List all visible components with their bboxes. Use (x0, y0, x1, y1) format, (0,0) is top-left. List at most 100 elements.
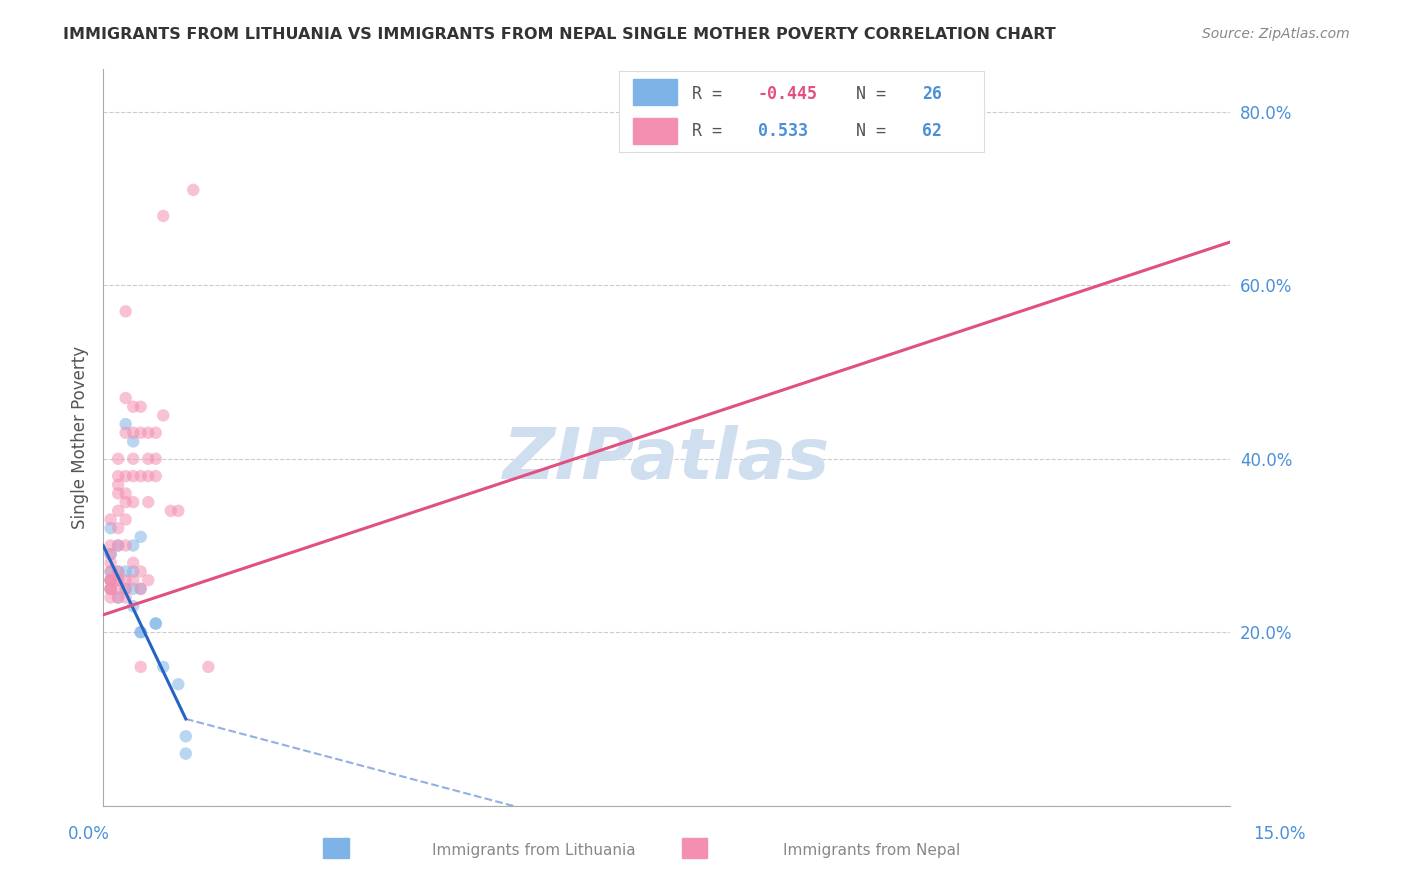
Point (145, 616, 167, 631)
Point (129, 660, 152, 674)
Point (100, 573, 122, 587)
Point (122, 451, 145, 466)
Point (107, 477, 129, 491)
Text: 62: 62 (922, 122, 942, 140)
Point (114, 582, 136, 596)
Point (100, 512, 122, 526)
Point (122, 565, 145, 579)
Text: N =: N = (856, 85, 896, 103)
Point (129, 469, 152, 483)
Point (114, 512, 136, 526)
Point (122, 582, 145, 596)
Point (107, 521, 129, 535)
Point (100, 565, 122, 579)
Point (100, 556, 122, 570)
Point (114, 391, 136, 405)
Point (107, 539, 129, 553)
Point (114, 425, 136, 440)
Point (107, 565, 129, 579)
Point (122, 599, 145, 614)
Point (129, 582, 152, 596)
Point (100, 547, 122, 561)
Bar (633, 118, 678, 144)
Point (152, 660, 174, 674)
Point (136, 451, 159, 466)
Point (122, 400, 145, 414)
Point (107, 591, 129, 605)
Point (129, 582, 152, 596)
Point (107, 504, 129, 518)
Point (107, 591, 129, 605)
Y-axis label: Single Mother Poverty: Single Mother Poverty (72, 345, 89, 529)
Point (107, 451, 129, 466)
Point (152, 209, 174, 223)
Point (122, 556, 145, 570)
Point (107, 573, 129, 587)
Point (100, 582, 122, 596)
Point (114, 539, 136, 553)
Point (107, 469, 129, 483)
Point (114, 573, 136, 587)
Point (129, 565, 152, 579)
Point (136, 469, 159, 483)
Point (114, 304, 136, 318)
Point (167, 677, 190, 691)
Point (100, 591, 122, 605)
Text: -0.445: -0.445 (758, 85, 817, 103)
Point (114, 469, 136, 483)
Text: R =: R = (692, 85, 731, 103)
Point (100, 565, 122, 579)
Text: 15.0%: 15.0% (1253, 825, 1306, 843)
Point (122, 539, 145, 553)
Point (122, 469, 145, 483)
Text: R =: R = (692, 122, 742, 140)
Point (129, 625, 152, 640)
Point (100, 582, 122, 596)
Point (122, 495, 145, 509)
Point (122, 434, 145, 449)
Point (114, 486, 136, 500)
Point (159, 504, 181, 518)
Point (181, 183, 204, 197)
Point (122, 425, 145, 440)
Point (100, 573, 122, 587)
Point (114, 417, 136, 431)
Point (174, 729, 197, 743)
Point (136, 573, 159, 587)
Point (129, 625, 152, 640)
Point (114, 591, 136, 605)
Text: Immigrants from Nepal: Immigrants from Nepal (783, 843, 960, 858)
Point (167, 504, 190, 518)
Point (145, 616, 167, 631)
Point (107, 539, 129, 553)
Point (145, 469, 167, 483)
Text: ZIPatlas: ZIPatlas (503, 425, 831, 493)
Point (174, 747, 197, 761)
Point (100, 573, 122, 587)
Text: 0.0%: 0.0% (67, 825, 110, 843)
Point (197, 660, 219, 674)
Point (107, 573, 129, 587)
Point (152, 409, 174, 423)
Bar (633, 79, 678, 105)
Text: 0.533: 0.533 (758, 122, 807, 140)
Point (136, 425, 159, 440)
Text: Source: ZipAtlas.com: Source: ZipAtlas.com (1202, 27, 1350, 41)
Text: IMMIGRANTS FROM LITHUANIA VS IMMIGRANTS FROM NEPAL SINGLE MOTHER POVERTY CORRELA: IMMIGRANTS FROM LITHUANIA VS IMMIGRANTS … (63, 27, 1056, 42)
Point (100, 573, 122, 587)
Text: Immigrants from Lithuania: Immigrants from Lithuania (433, 843, 636, 858)
Point (107, 565, 129, 579)
Point (145, 451, 167, 466)
Point (114, 582, 136, 596)
Point (114, 495, 136, 509)
Text: 26: 26 (922, 85, 942, 103)
Point (122, 573, 145, 587)
Point (114, 565, 136, 579)
Point (129, 425, 152, 440)
Point (100, 539, 122, 553)
Point (129, 400, 152, 414)
Point (136, 495, 159, 509)
Point (145, 425, 167, 440)
Text: N =: N = (856, 122, 896, 140)
Point (100, 547, 122, 561)
